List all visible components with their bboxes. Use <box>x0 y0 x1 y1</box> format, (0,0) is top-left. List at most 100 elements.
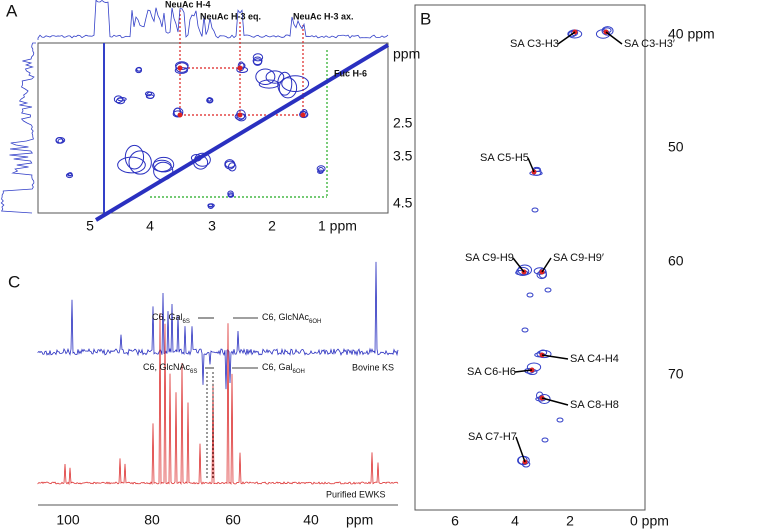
annotation: C6, GlcNAc6S <box>143 362 197 374</box>
peak <box>535 391 544 400</box>
annotation: NeuAc H-3 ax. <box>293 11 354 21</box>
x-tick-label: 2 <box>268 218 276 234</box>
cross-peak <box>265 70 285 84</box>
x-tick-label: 40 <box>303 512 319 528</box>
trace-label: Purified EWKS <box>326 489 386 499</box>
annotation: SA C3-H3 <box>510 38 559 50</box>
x-tick-label: 60 <box>225 512 241 528</box>
cross-peak <box>55 137 64 144</box>
x-tick-label: 0 ppm <box>630 513 669 529</box>
panel-label: C <box>8 272 20 291</box>
panel-a-frame <box>37 42 389 214</box>
cross-peak <box>227 190 234 197</box>
annotation: SA C9-H9 <box>465 252 514 264</box>
annotation: C6, Gal6S <box>152 312 190 324</box>
peak <box>541 437 549 443</box>
annotation: C6, Gal6OH <box>262 362 305 374</box>
layout <box>37 4 646 511</box>
cross-peak <box>145 94 155 99</box>
x-tick-label: 1 ppm <box>318 218 357 234</box>
cross-peak <box>236 109 246 120</box>
y-tick-label: 3.5 <box>393 148 413 164</box>
x-tick-label: 5 <box>86 218 94 234</box>
x-tick-label: 3 <box>208 218 216 234</box>
cross-peak <box>113 95 123 104</box>
annotation: NeuAc H-3 eq. <box>200 11 261 21</box>
cross-peak <box>207 203 214 209</box>
cross-peak <box>258 79 280 89</box>
peak <box>531 207 539 213</box>
cross-peak <box>316 165 326 173</box>
x-tick-label: 100 <box>56 512 80 528</box>
panel-label: B <box>420 9 431 28</box>
cross-peak <box>144 91 153 97</box>
cross-peak <box>128 150 152 175</box>
pointer <box>512 257 525 273</box>
annotation-text: C6, Gal <box>262 362 293 372</box>
trace-label: Bovine KS <box>352 362 394 372</box>
y-tick-label: 40 ppm <box>668 26 715 42</box>
annotation: SA C3-H3′ <box>624 38 675 50</box>
red-guides <box>179 10 304 116</box>
peak <box>521 327 529 333</box>
annotation-text: C6, GlcNAc <box>262 312 310 322</box>
axis-unit: ppm <box>393 46 420 62</box>
y-tick-label: 4.5 <box>393 195 413 211</box>
peak <box>556 417 564 423</box>
annotation: SA C7-H7 <box>468 431 517 443</box>
x-tick-label: 6 <box>451 513 459 529</box>
pointer <box>557 31 576 45</box>
cross-peak <box>135 67 142 72</box>
cross-peak <box>228 193 235 198</box>
annotation: SA C4-H4 <box>570 353 619 365</box>
cross-peak <box>278 77 298 99</box>
pointer <box>541 354 569 360</box>
cross-peak <box>299 111 309 119</box>
cross-peak <box>117 156 146 174</box>
annotation: Fuc H-6 <box>334 68 367 78</box>
cross-peak <box>206 97 213 103</box>
cross-peak <box>153 161 174 181</box>
cross-peak <box>193 155 209 170</box>
red-peak <box>177 112 183 118</box>
annotation: SA C8-H8 <box>570 399 619 411</box>
annotation-sub: 6OH <box>293 369 305 375</box>
peak <box>526 292 534 298</box>
cross-peak <box>124 144 145 170</box>
guides <box>150 10 328 198</box>
red-peak <box>300 112 306 118</box>
cross-peak <box>224 160 236 168</box>
peak <box>601 26 614 36</box>
trace-top <box>37 0 389 40</box>
cross-peak <box>252 53 264 62</box>
cross-peak <box>172 110 184 118</box>
x-tick-label: ppm <box>346 512 373 528</box>
y-tick-label: 2.5 <box>393 115 413 131</box>
peak <box>516 266 530 276</box>
annotation: SA C9-H9′ <box>553 252 604 264</box>
cross-peak <box>252 56 263 66</box>
green-guides <box>150 50 328 198</box>
cross-peak <box>317 169 324 174</box>
cross-peak <box>253 58 263 66</box>
cross-peak <box>175 62 189 73</box>
pointer <box>515 436 526 463</box>
x-tick-label: 4 <box>511 513 519 529</box>
y-tick-label: 70 <box>668 366 684 382</box>
y-tick-label: 50 <box>668 139 684 155</box>
annotation-sub: 6OH <box>309 319 321 325</box>
pointer <box>514 369 533 373</box>
peak <box>517 264 533 276</box>
annotation: SA C5-H5 <box>480 152 529 164</box>
pointer <box>605 31 623 45</box>
trace-left <box>0 42 36 214</box>
cross-peak <box>277 71 293 96</box>
guide <box>206 372 214 480</box>
cross-peak <box>255 68 276 85</box>
spectrum <box>37 261 399 390</box>
peak <box>533 267 547 275</box>
x-tick-label: 80 <box>144 512 160 528</box>
diagonal <box>94 43 390 222</box>
annotation: C6, GlcNAc6OH <box>262 312 321 324</box>
